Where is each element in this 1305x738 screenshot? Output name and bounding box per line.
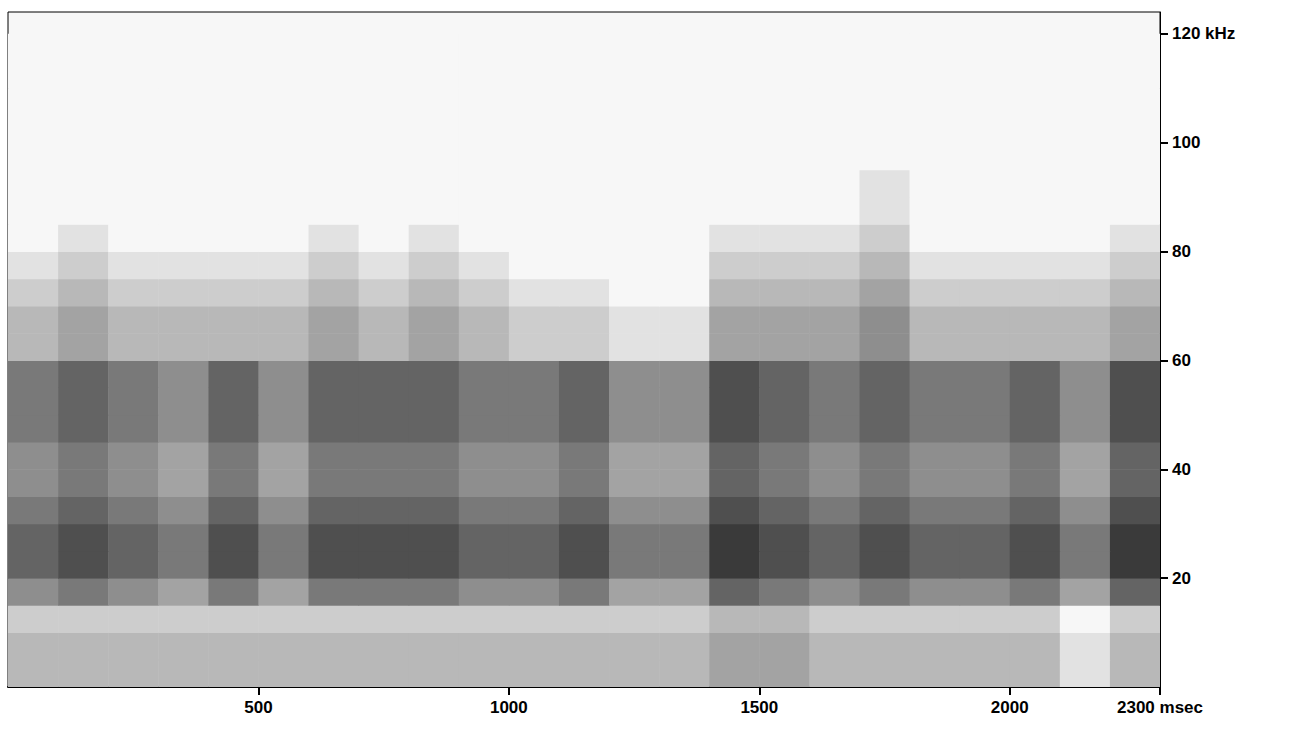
svg-text:500: 500	[244, 698, 272, 717]
svg-text:1500: 1500	[740, 698, 778, 717]
svg-text:2300 msec: 2300 msec	[1117, 698, 1203, 717]
svg-text:2000: 2000	[991, 698, 1029, 717]
svg-text:20: 20	[1172, 569, 1191, 588]
svg-text:1000: 1000	[490, 698, 528, 717]
svg-text:40: 40	[1172, 460, 1191, 479]
svg-text:80: 80	[1172, 242, 1191, 261]
svg-text:100: 100	[1172, 133, 1200, 152]
svg-text:60: 60	[1172, 351, 1191, 370]
svg-text:120 kHz: 120 kHz	[1172, 24, 1235, 43]
